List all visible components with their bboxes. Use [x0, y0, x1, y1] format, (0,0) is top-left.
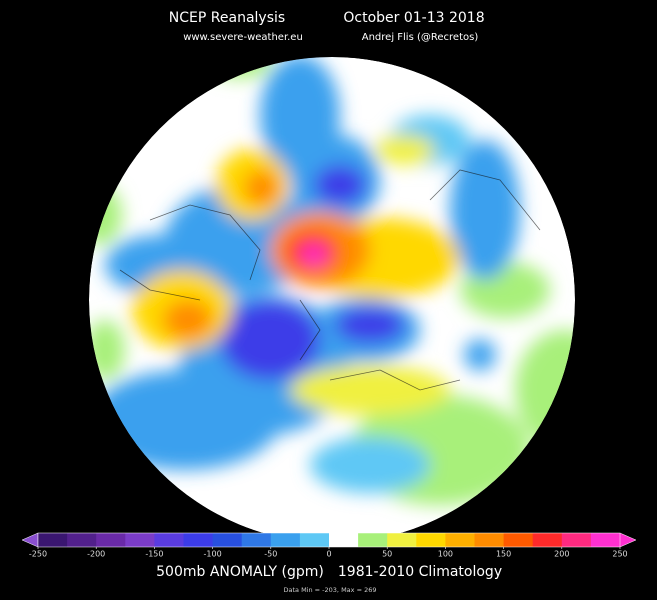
- colorbar-segment: [96, 533, 126, 547]
- website: www.severe-weather.eu: [183, 32, 303, 43]
- colorbar-segment: [358, 533, 388, 547]
- colorbar-segment: [212, 533, 243, 547]
- colorbar-tick-label: -250: [29, 550, 47, 559]
- colorbar-tick-label: 0: [326, 550, 331, 559]
- colorbar-tick-label: 200: [554, 550, 569, 559]
- colorbar-tick-label: -200: [87, 550, 105, 559]
- colorbar-tick-label: 100: [438, 550, 453, 559]
- colorbar-segment: [329, 533, 359, 547]
- colorbar-segment: [532, 533, 563, 547]
- colorbar-segment: [445, 533, 475, 547]
- colorbar-segment: [387, 533, 417, 547]
- stats: Data Min = -203, Max = 269: [283, 586, 376, 594]
- title: NCEP Reanalysis: [169, 10, 285, 26]
- colorbar-tick-label: -50: [264, 550, 277, 559]
- colorbar-low-arrow: [21, 532, 39, 548]
- colorbar-segment: [416, 533, 446, 547]
- colorbar-tick-label: 50: [382, 550, 392, 559]
- colorbar-segment: [503, 533, 534, 547]
- colorbar-segment: [183, 533, 214, 547]
- colorbar-tick-label: -100: [204, 550, 222, 559]
- colorbar-tick-label: -150: [145, 550, 163, 559]
- map: [89, 57, 575, 543]
- colorbar-tick-label: 150: [496, 550, 511, 559]
- colorbar-segment: [125, 533, 155, 547]
- colorbar-segment: [561, 533, 592, 547]
- climatology: 1981-2010 Climatology: [338, 564, 502, 580]
- colorbar-segment: [590, 533, 621, 547]
- colorbar: -250 -200 -150 -100 -50 0 50 100 150 200 250: [21, 532, 637, 559]
- colorbar-tick-label: 250: [612, 550, 627, 559]
- colorbar-segment: [38, 533, 68, 547]
- variable: 500mb ANOMALY (gpm): [156, 564, 324, 580]
- colorbar-segment: [154, 533, 184, 547]
- author: Andrej Flis (@Recretos): [362, 32, 479, 43]
- colorbar-segment: [270, 533, 301, 547]
- colorbar-segment: [299, 533, 330, 547]
- colorbar-high-arrow: [619, 532, 637, 548]
- period: October 01-13 2018: [343, 10, 484, 26]
- colorbar-segment: [474, 533, 505, 547]
- colorbar-segment: [241, 533, 272, 547]
- colorbar-segment: [67, 533, 97, 547]
